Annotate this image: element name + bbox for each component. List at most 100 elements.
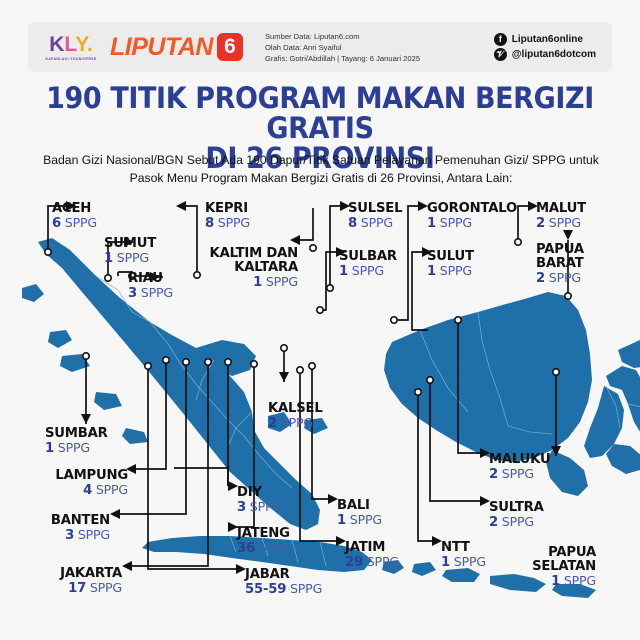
liputan6-six-badge: 6 (216, 33, 243, 61)
province-label-banten: BANTEN 3 SPPG (51, 514, 110, 543)
province-value: 8 SPPG (348, 216, 402, 231)
province-value: 6 SPPG (52, 216, 97, 231)
province-name: SULTRA (489, 500, 544, 515)
province-value-number: 8 (348, 215, 357, 231)
province-name: SUMBAR (45, 426, 108, 441)
province-value: 3 SPPG (128, 286, 173, 301)
province-value-unit: SPPG (112, 249, 149, 265)
province-label-lampung: LAMPUNG 4 SPPG (55, 469, 128, 498)
social-twitter[interactable]: 𝒱 @liputan6dotcom (493, 47, 596, 62)
province-name: BANTEN (50, 513, 110, 528)
province-value-unit: SPPG (276, 414, 313, 430)
social-facebook[interactable]: f Liputan6online (493, 32, 596, 47)
header-bar: KLY. KAPANLAGI YOUNIVERSE LIPUTAN 6 Sumb… (28, 22, 612, 72)
facebook-handle: Liputan6online (511, 34, 583, 45)
province-value-unit: SPPG (449, 553, 486, 569)
province-value-number: 8 (205, 215, 214, 231)
province-name-line2: KALTARA (234, 259, 298, 275)
page-subtitle-line2: SPPG untuk Pasok Menu Program Makan Berg… (129, 153, 599, 185)
province-name: PAPUA (536, 242, 584, 257)
twitter-handle: @liputan6dotcom (511, 49, 596, 60)
province-name: SULSEL (348, 201, 403, 216)
province-label-jabar: JABAR 55-59 SPPG (245, 568, 322, 597)
province-value: 2 SPPG (536, 271, 584, 286)
province-name: BALI (337, 498, 370, 513)
province-value-unit: SPPG (262, 273, 298, 289)
province-value: 1 SPPG (45, 441, 108, 456)
province-label-papuaselatan: PAPUA SELATAN 1 SPPG (532, 546, 596, 589)
province-value-number: 3 (128, 285, 137, 301)
province-label-malut: MALUT 2 SPPG (536, 202, 586, 231)
province-value-unit: SPPG (435, 214, 472, 230)
province-name: DIY (237, 485, 262, 500)
province-value-unit: SPPG (362, 553, 399, 569)
province-value-unit: SPPG (254, 539, 291, 555)
province-value-number: 3 (237, 499, 246, 515)
province-label-jakarta: JAKARTA 17 SPPG (60, 567, 122, 596)
province-name-line2: BARAT (536, 255, 584, 271)
province-name: SULUT (427, 249, 474, 264)
province-label-ntt: NTT 1 SPPG (441, 541, 486, 570)
province-label-gorontalo: GORONTALO 1 SPPG (427, 202, 517, 231)
province-name: GORONTALO (427, 201, 517, 216)
province-value-unit: SPPG (53, 439, 90, 455)
kly-logo: KLY. KAPANLAGI YOUNIVERSE (40, 34, 102, 61)
province-value: 8 SPPG (205, 216, 250, 231)
province-value-number: 1 (441, 554, 450, 570)
province-label-sulut: SULUT 1 SPPG (427, 250, 474, 279)
province-value-number: 2 (489, 466, 498, 482)
province-value: 1 SPPG (339, 264, 397, 279)
province-label-sulbar: SULBAR 1 SPPG (339, 250, 397, 279)
province-value: 2 SPPG (489, 467, 550, 482)
social-links: f Liputan6online 𝒱 @liputan6dotcom (493, 32, 596, 62)
province-value: 36 SPPG (237, 541, 291, 556)
province-value-number: 2 (489, 514, 498, 530)
facebook-icon: f (493, 33, 507, 46)
province-value: 3 SPPG (51, 528, 110, 543)
province-value-unit: SPPG (74, 526, 110, 542)
province-value-unit: SPPG (497, 465, 534, 481)
province-value-unit: SPPG (345, 511, 382, 527)
kly-logo-letters: KLY. (49, 32, 93, 56)
province-value: 2 SPPG (489, 515, 544, 530)
province-borders (95, 275, 640, 567)
province-value-number: 17 (68, 580, 87, 596)
province-value-unit: SPPG (544, 269, 581, 285)
page-subtitle-line1: Badan Gizi Nasional/BGN Sebut Ada 190 Da… (43, 153, 529, 167)
province-value-number: 55-59 (245, 581, 287, 597)
province-name: MALUT (536, 201, 586, 216)
province-value-unit: SPPG (92, 481, 128, 497)
source-line-grafis: Grafis: Gotri/Abdillah | Tayang: 6 Janua… (264, 53, 421, 63)
province-label-kalsel: KALSEL 2 SPPG (268, 402, 323, 431)
source-line-olah: Olah Data: Anri Syaiful (264, 42, 342, 52)
province-name: LAMPUNG (55, 468, 128, 483)
province-value-unit: SPPG (136, 284, 173, 300)
province-name: RIAU (128, 271, 163, 286)
province-value-number: 29 (345, 554, 363, 570)
source-credits: Sumber Data: Liputan6.com Olah Data: Anr… (261, 31, 420, 64)
province-value-unit: SPPG (497, 513, 534, 529)
province-value-unit: SPPG (356, 214, 393, 230)
province-value-unit: SPPG (86, 579, 122, 595)
province-name: JAKARTA (60, 566, 122, 581)
province-value: 4 SPPG (55, 483, 128, 498)
source-line-data: Sumber Data: Liputan6.com (264, 31, 360, 41)
province-label-sumut: SUMUT 1 SPPG (104, 237, 156, 266)
province-name: JATENG (237, 526, 290, 541)
province-value-unit: SPPG (213, 214, 250, 230)
province-value: 2 SPPG (268, 416, 323, 431)
province-value: 3 SPPG (237, 500, 282, 515)
liputan6-wordmark: LIPUTAN (110, 32, 213, 61)
page-title-line2: DI 26 PROVINSI (205, 140, 435, 175)
province-value-unit: SPPG (245, 498, 282, 514)
province-name: SUMUT (104, 236, 157, 251)
province-value-unit: SPPG (435, 262, 472, 278)
province-value-number: 1 (339, 263, 348, 279)
map-landmasses (22, 238, 640, 598)
liputan6-logo: LIPUTAN 6 (110, 33, 243, 62)
province-label-sumbar: SUMBAR 1 SPPG (45, 427, 108, 456)
province-value-number: 3 (65, 527, 75, 543)
province-value-number: 4 (83, 482, 93, 498)
province-value: 1 SPPG (337, 513, 382, 528)
